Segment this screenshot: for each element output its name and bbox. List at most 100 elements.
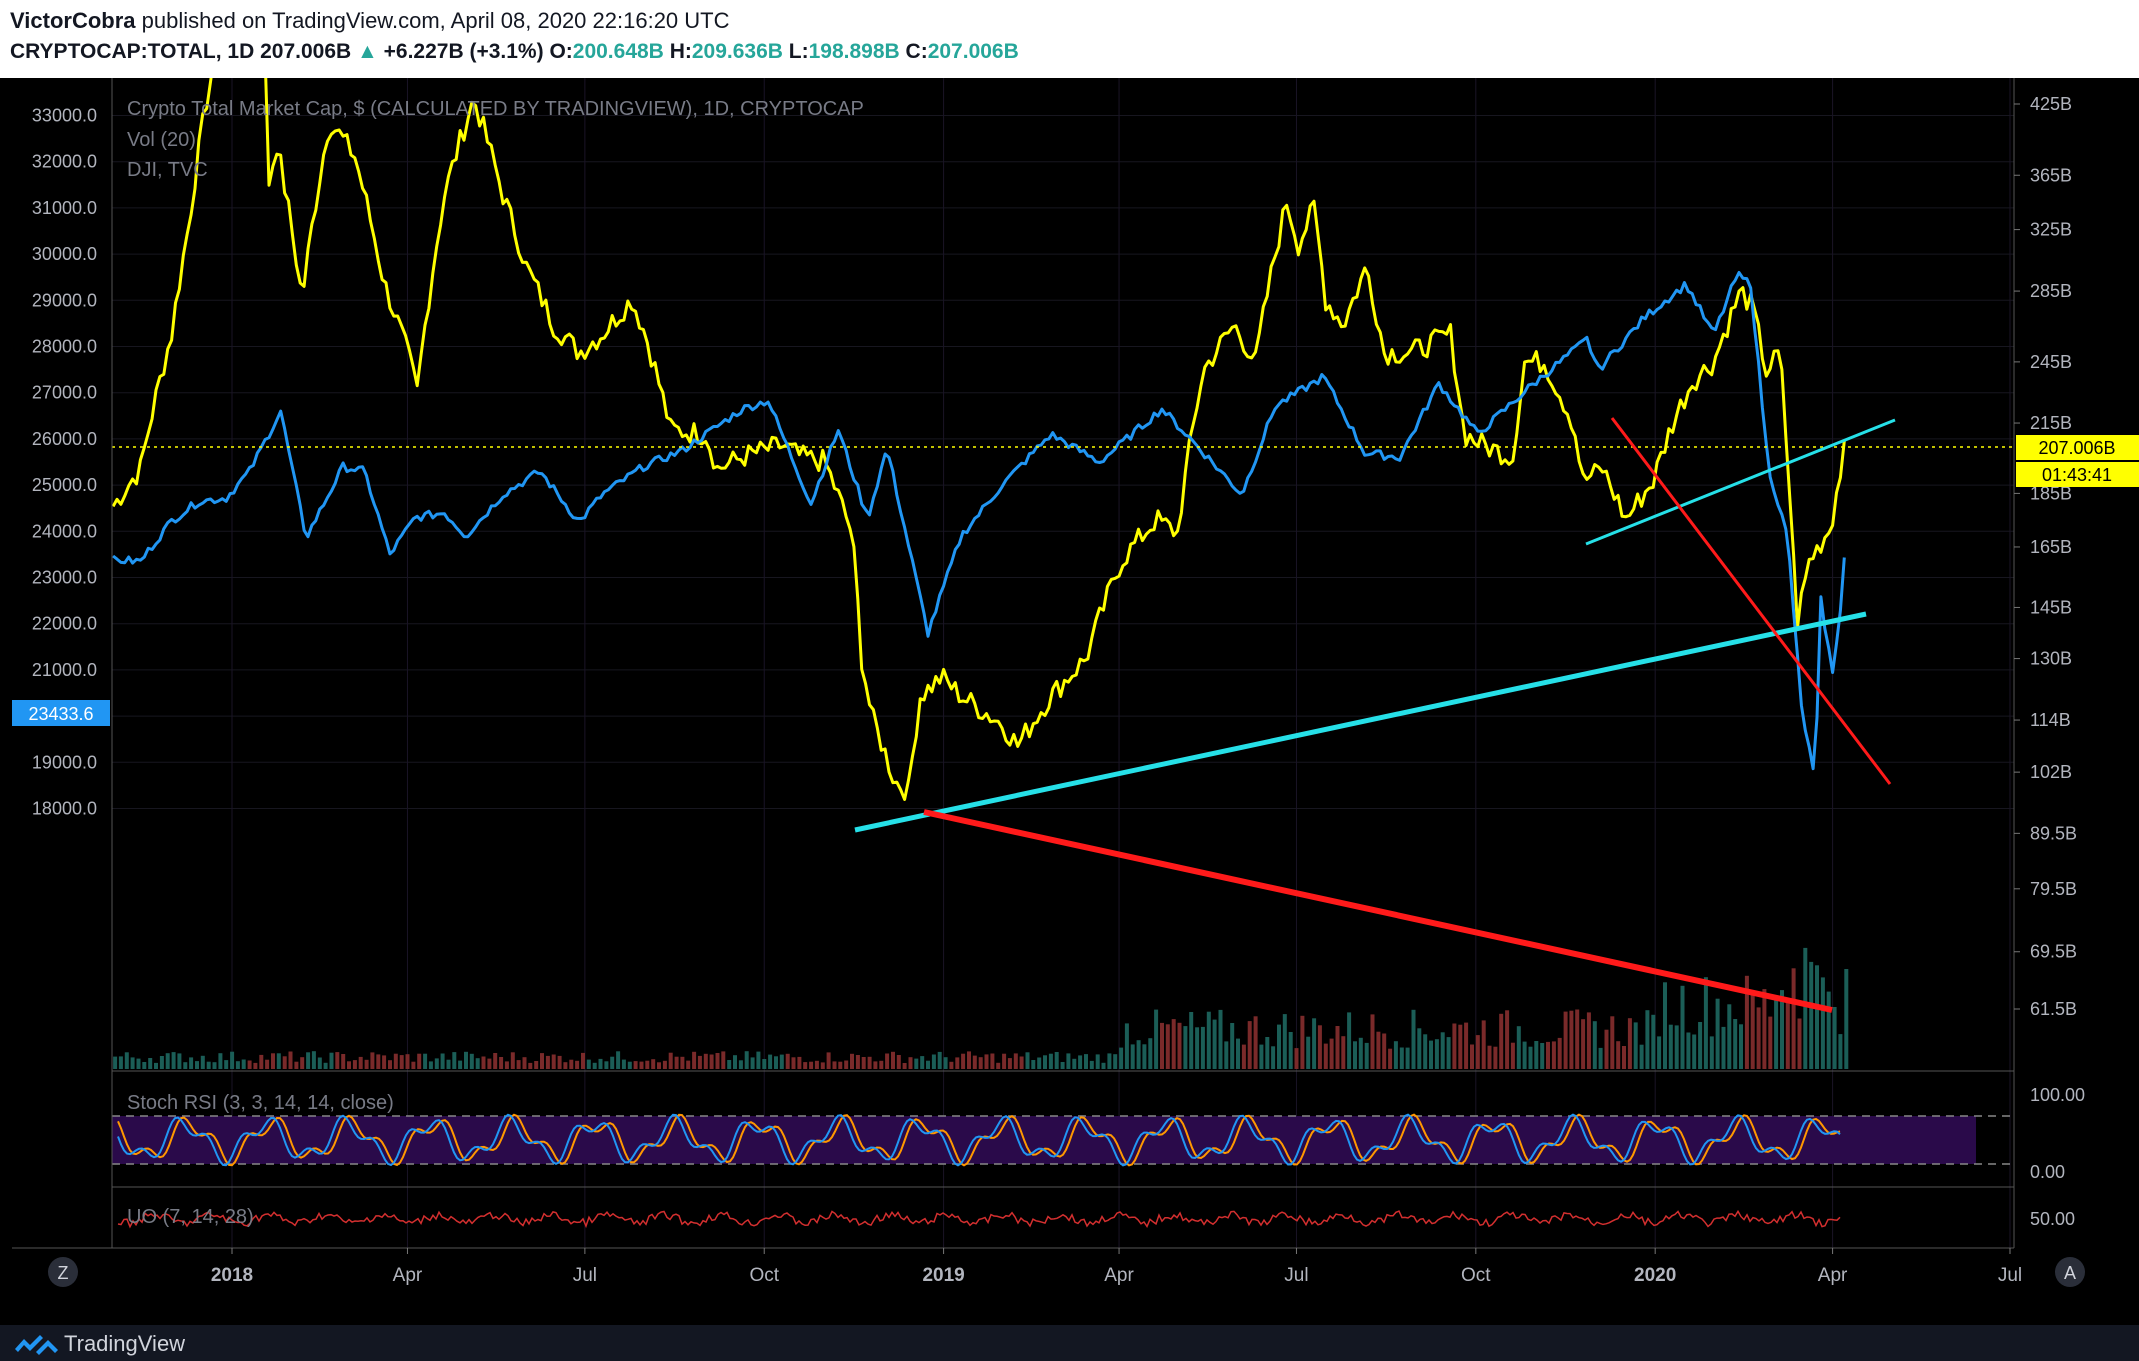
footer-bar: TradingView: [0, 1325, 2139, 1361]
volume-bar: [861, 1057, 866, 1069]
volume-bar: [1160, 1022, 1164, 1069]
red-divergence-line[interactable]: [923, 809, 1833, 1013]
volume-bar: [1183, 1026, 1188, 1069]
symbol-label: CRYPTOCAP:TOTAL, 1D: [10, 40, 255, 63]
scale-mode-button[interactable]: Z: [48, 1257, 78, 1287]
time-axis[interactable]: 2018 Apr Jul Oct 2019 Apr Jul Oct 2020 Apr Jul: [211, 1248, 2022, 1286]
volume-bar: [697, 1055, 702, 1069]
countdown-tag: 01:43:41: [2016, 462, 2139, 487]
volume-bar: [1733, 1019, 1738, 1069]
volume-bar: [984, 1054, 989, 1069]
volume-bar: [393, 1053, 398, 1069]
volume-bar: [493, 1053, 498, 1069]
tradingview-logo-icon[interactable]: [14, 1331, 60, 1355]
volume-bar: [1698, 1022, 1703, 1069]
volume-bar: [1241, 1044, 1246, 1069]
volume-bar: [1130, 1044, 1135, 1069]
volume-bar: [1785, 998, 1790, 1069]
volume-bar: [1358, 1037, 1363, 1069]
volume-bar: [428, 1061, 433, 1069]
volume-bar: [686, 1060, 691, 1069]
legend-volume[interactable]: Vol (20): [127, 129, 196, 151]
volume-bar: [610, 1056, 615, 1069]
volume-bar: [1499, 1013, 1504, 1069]
time-axis-label: Apr: [393, 1265, 423, 1286]
volume-bar: [1838, 1034, 1843, 1069]
cyan-support-line[interactable]: [854, 611, 1867, 833]
volume-bar: [300, 1057, 305, 1069]
volume-bar: [1200, 1026, 1205, 1069]
legend-uo[interactable]: UO (7, 14, 28): [127, 1206, 254, 1228]
legend-main[interactable]: Crypto Total Market Cap, $ (CALCULATED B…: [127, 98, 864, 120]
volume-bar: [920, 1056, 925, 1069]
volume-bar: [1791, 968, 1796, 1069]
volume-bar: [727, 1060, 732, 1069]
volume-bar: [364, 1059, 369, 1069]
price-tag: 207.006B: [2016, 435, 2139, 460]
volume-bar: [797, 1056, 802, 1069]
volume-bar: [1622, 1046, 1626, 1069]
chart-area[interactable]: 33000.0 32000.0 31000.0 30000.0 29000.0 28000…: [0, 0, 2139, 1325]
auto-scale-button[interactable]: A: [2055, 1257, 2085, 1287]
left-axis-tick: 25000.0: [32, 475, 97, 495]
legend-dji[interactable]: DJI, TVC: [127, 159, 208, 181]
volume-bar: [464, 1051, 468, 1069]
volume-bar: [423, 1053, 428, 1069]
volume-bar: [481, 1056, 486, 1069]
volume-bar: [931, 1054, 936, 1069]
right-price-axis[interactable]: 425B 365B 325B 285B 245B 215B 185B 165B 145B 130B…: [2014, 94, 2077, 1019]
volume-bar: [1680, 985, 1685, 1069]
right-axis-tick: 215B: [2030, 413, 2072, 433]
stoch-band: [112, 1116, 1976, 1164]
volume-bar: [1668, 1024, 1673, 1069]
volume-bar: [1224, 1041, 1229, 1069]
publication-header: VictorCobra published on TradingView.com…: [0, 0, 2139, 78]
volume-bar: [692, 1051, 697, 1069]
volume-bar: [1446, 1037, 1451, 1069]
volume-bar: [1300, 1015, 1305, 1069]
volume-bar: [1101, 1062, 1106, 1069]
close-value: 207.006B: [927, 40, 1019, 63]
volume-bar: [1505, 1010, 1510, 1069]
volume-bar: [154, 1062, 158, 1069]
volume-bar: [750, 1057, 755, 1069]
volume-bar: [1575, 1009, 1580, 1069]
volume-bar: [779, 1054, 784, 1069]
volume-bar: [1206, 1011, 1211, 1069]
volume-bar: [1429, 1040, 1433, 1069]
volume-bar: [545, 1055, 550, 1069]
volume-bar: [1598, 1047, 1603, 1069]
right-axis-tick: 185B: [2030, 483, 2072, 503]
volume-bar: [1464, 1022, 1469, 1069]
volume-bar: [1019, 1056, 1024, 1069]
countdown-tag-text: 01:43:41: [2042, 465, 2112, 485]
cyan-short-line[interactable]: [1585, 418, 1896, 546]
volume-bar: [113, 1056, 118, 1069]
scale-a-label: A: [2064, 1263, 2076, 1283]
volume-bar: [540, 1053, 544, 1069]
left-axis-tick: 22000.0: [32, 614, 97, 634]
volume-bar: [1750, 990, 1755, 1069]
volume-bar: [1388, 1048, 1393, 1069]
volume-bar: [926, 1060, 930, 1069]
volume-bar: [674, 1056, 679, 1069]
volume-bar: [645, 1060, 650, 1069]
tradingview-brand[interactable]: TradingView: [64, 1331, 186, 1356]
volume-bar: [1604, 1029, 1609, 1069]
red-downtrend-line[interactable]: [1610, 417, 1892, 785]
chart-canvas[interactable]: 33000.0 32000.0 31000.0 30000.0 29000.0 28000…: [0, 0, 2139, 1325]
indicator-axis-tick: 50.00: [2030, 1209, 2075, 1229]
volume-bar: [148, 1058, 153, 1069]
left-axis-tick: 23000.0: [32, 568, 97, 588]
volume-bar: [1002, 1053, 1007, 1069]
volume-bar: [844, 1060, 849, 1069]
author-name[interactable]: VictorCobra: [10, 8, 136, 33]
volume-bar: [446, 1059, 451, 1069]
legend-stoch-rsi[interactable]: Stoch RSI (3, 3, 14, 14, close): [127, 1092, 394, 1114]
volume-bar: [159, 1056, 164, 1069]
volume-bar: [1780, 990, 1784, 1069]
volume-bar: [241, 1059, 246, 1069]
volume-bar: [317, 1057, 322, 1069]
volume-bar: [475, 1058, 480, 1069]
left-axis-tick: 21000.0: [32, 660, 97, 680]
